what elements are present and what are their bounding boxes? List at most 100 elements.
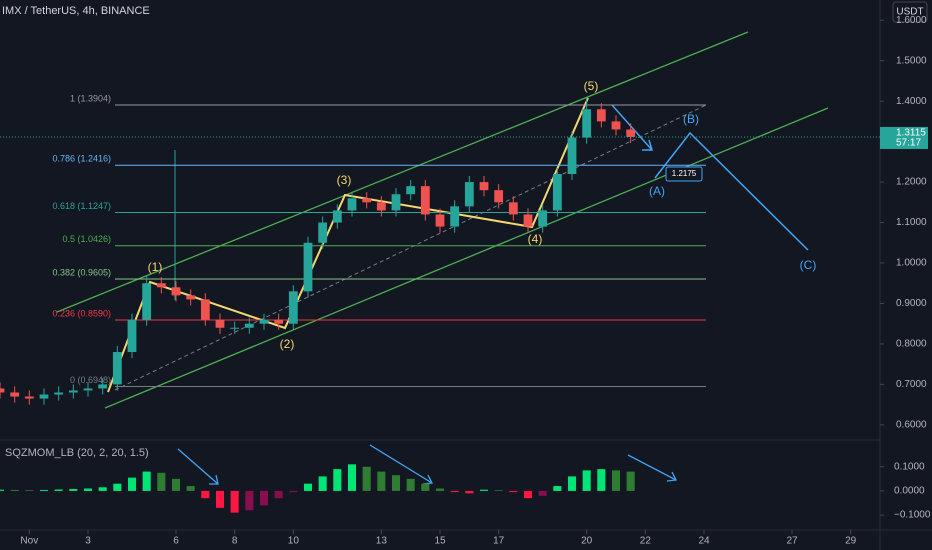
wave-label: (A): [649, 184, 665, 198]
wave-label: (1): [148, 260, 163, 274]
histogram-bar: [523, 490, 533, 499]
histogram-bar: [142, 471, 151, 491]
x-tick-label: Nov: [20, 536, 38, 547]
arrow-head: [209, 474, 219, 485]
candle-body: [98, 384, 108, 389]
y-tick-label: 1.2000: [896, 177, 927, 188]
x-tick-label: 3: [85, 536, 91, 547]
candle-body: [626, 129, 636, 137]
histogram-bar: [259, 490, 269, 506]
histogram-bar: [98, 487, 107, 491]
candle-body: [83, 388, 93, 391]
histogram-bar: [479, 489, 489, 491]
candle-body: [479, 182, 489, 191]
histogram-bar: [39, 489, 49, 491]
arrow-head: [642, 139, 654, 151]
histogram-bar: [54, 489, 63, 491]
fib-label: 0.786 (1.2416): [52, 154, 111, 164]
candle-body: [406, 186, 416, 195]
histogram-bar: [538, 490, 547, 496]
candle-body: [200, 299, 210, 320]
histogram-bar: [10, 489, 19, 491]
histogram-bar: [333, 469, 342, 491]
candle-body: [112, 352, 122, 385]
wave-label: (B): [683, 112, 699, 126]
indicator-title: SQZMOM_LB (20, 2, 20, 1.5): [5, 447, 149, 459]
candle-body: [142, 283, 152, 320]
fib-label: 1 (1.3904): [70, 93, 111, 103]
candle-body: [347, 198, 357, 211]
histogram-bar: [567, 476, 577, 491]
x-tick-label: 15: [434, 536, 446, 547]
y-tick-label: 1.4000: [896, 96, 927, 107]
price-box: [665, 166, 703, 182]
y-tick-label: 1.6000: [896, 15, 927, 26]
histogram-bar: [450, 490, 459, 493]
x-tick-label: 24: [698, 536, 710, 547]
candle-body: [288, 291, 298, 324]
arrow: [369, 444, 433, 484]
histogram-bar: [347, 464, 357, 491]
candle-body: [39, 394, 49, 399]
candle-body: [156, 283, 166, 288]
candle-body: [68, 390, 78, 393]
histogram-bar: [553, 486, 562, 491]
histogram-bar: [362, 466, 371, 491]
candle-body: [332, 210, 342, 223]
candle-body: [244, 323, 254, 328]
fib-label: 0 (0.6948): [70, 375, 111, 385]
histogram-bar: [0, 489, 5, 491]
histogram-bar: [391, 475, 401, 491]
histogram-bar: [127, 477, 137, 491]
x-tick-label: 20: [581, 536, 593, 547]
arrow: [611, 104, 653, 151]
candle-body: [318, 222, 328, 243]
x-tick-label: 27: [786, 536, 798, 547]
histogram-bar: [157, 472, 166, 491]
histogram-bar: [582, 470, 591, 491]
wave-label: (5): [584, 79, 599, 93]
symbol-title: IMX / TetherUS, 4h, BINANCE: [2, 5, 150, 17]
arrow: [627, 454, 677, 481]
currency-button[interactable]: [892, 1, 928, 23]
x-tick-label: 13: [376, 536, 388, 547]
candle-body: [567, 137, 577, 174]
fib-label: 0.618 (1.1247): [52, 201, 111, 211]
histogram-bar: [626, 471, 635, 491]
candle-body: [54, 392, 64, 395]
histogram-bar: [230, 490, 239, 513]
candle-body: [582, 109, 592, 138]
candle-body: [24, 396, 34, 399]
fib-label: 0.382 (0.9605): [52, 267, 111, 277]
histogram-bar: [611, 470, 621, 491]
channel-mid: [114, 104, 707, 391]
x-tick-label: 6: [173, 536, 179, 547]
histogram-bar: [377, 471, 386, 491]
y-tick-label: 0.1000: [894, 461, 925, 472]
y-tick-label: 0.7000: [896, 379, 927, 390]
histogram-bar: [289, 490, 298, 493]
candle-body: [10, 392, 20, 397]
candle-body: [450, 206, 460, 227]
currency-label[interactable]: USDT: [896, 7, 923, 18]
candle-body: [171, 287, 181, 296]
candle-body: [611, 121, 621, 130]
last-price-label: 1.3115: [896, 128, 926, 139]
candle-body: [391, 194, 401, 211]
y-tick-label: 1.0000: [896, 258, 927, 269]
candle-body: [523, 214, 533, 227]
candle-body: [215, 319, 225, 328]
price-box-label: 1.2175: [672, 169, 697, 178]
candle-body: [420, 186, 430, 215]
wave-label: (4): [528, 232, 543, 246]
candle-body: [230, 327, 240, 329]
candle-body: [464, 182, 474, 207]
candle-body: [538, 210, 548, 227]
histogram-bar: [171, 478, 181, 491]
candle-body: [274, 319, 284, 324]
histogram-bar: [69, 488, 78, 491]
histogram-bar: [406, 478, 415, 491]
fib-label: 0.5 (1.0426): [62, 234, 111, 244]
y-tick-label: 1.1000: [896, 217, 927, 228]
